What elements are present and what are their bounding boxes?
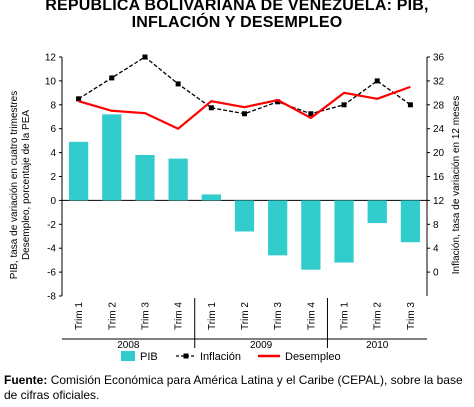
right-tick-label: 36 [433, 53, 445, 64]
point-inflacion [109, 75, 115, 81]
legend-desempleo-label: Desempleo [285, 351, 341, 363]
right-tick-label: 12 [433, 196, 445, 207]
left-tick-label: 0 [50, 196, 56, 207]
point-inflacion [341, 102, 347, 108]
point-inflacion [374, 78, 380, 84]
left-tick-label: 4 [50, 148, 56, 159]
right-tick-label: 16 [433, 172, 445, 183]
bar-pib [334, 200, 354, 263]
point-inflacion [76, 96, 82, 102]
bar-pib [68, 141, 89, 201]
left-tick-label: -6 [47, 268, 56, 279]
category-label: Trim 3 [406, 302, 417, 330]
category-label: Trim 4 [174, 302, 185, 330]
right-tick-label: 8 [433, 220, 439, 231]
chart-title-line2: INFLACIÓN Y DESEMPLEO [131, 14, 343, 31]
source-note: Fuente: Comisión Económica para América … [4, 373, 470, 403]
line-desempleo [78, 85, 411, 130]
left-tick-label: -8 [47, 292, 56, 303]
lines-layer [76, 54, 413, 130]
left-tick-label: -2 [47, 220, 56, 231]
left-tick-label: 2 [50, 172, 56, 183]
left-axis-title-line1: PIB, tasa de variación en cuatro trimest… [9, 91, 20, 279]
point-inflacion [242, 111, 247, 117]
right-tick-label: 24 [433, 124, 445, 135]
left-axis-title-line2: Desempleo, porcentaje de la PEA [21, 110, 32, 260]
bars-layer [68, 114, 421, 270]
bar-pib [102, 114, 122, 201]
legend-pib-swatch [121, 351, 135, 361]
right-tick-label: 4 [433, 244, 439, 255]
left-tick-label: 10 [45, 76, 57, 87]
bar-pib [168, 158, 188, 201]
category-label: Trim 1 [207, 302, 218, 330]
source-text: Comisión Económica para América Latina y… [4, 373, 463, 402]
left-tick-label: 12 [45, 53, 57, 64]
category-label: Trim 2 [107, 302, 118, 330]
axes-layer [59, 56, 430, 348]
category-label: Trim 2 [373, 302, 384, 330]
bar-pib [301, 200, 321, 270]
bar-pib [135, 154, 155, 201]
bar-pib [268, 200, 288, 256]
group-label: 2008 [117, 340, 140, 351]
category-label: Trim 2 [240, 302, 251, 330]
left-tick-label: 8 [50, 100, 56, 111]
category-label: Trim 1 [340, 302, 351, 330]
point-inflacion [175, 81, 181, 87]
right-tick-label: 28 [433, 100, 445, 111]
bar-pib [201, 194, 221, 201]
legend-inflacion-label: Inflación [200, 351, 241, 363]
chart-title-line1: REPÚBLICA BOLIVARIANA DE VENEZUELA: PIB, [45, 0, 429, 14]
right-axis-title: Inflación, tasa de variación en 12 meses [451, 96, 462, 274]
legend-pib-label: PIB [140, 351, 158, 363]
line-inflacion [78, 56, 411, 115]
point-inflacion [275, 99, 281, 105]
point-inflacion [208, 105, 214, 111]
point-inflacion [407, 102, 413, 108]
left-tick-label: -4 [47, 244, 56, 255]
legend-inflacion-marker [183, 353, 189, 359]
category-label: Trim 3 [273, 302, 284, 330]
right-tick-label: 32 [433, 76, 445, 87]
category-label: Trim 4 [306, 302, 317, 330]
group-label: 2010 [366, 340, 389, 351]
point-inflacion [308, 111, 314, 117]
category-label: Trim 3 [140, 302, 151, 330]
bar-pib [234, 200, 255, 232]
group-label: 2009 [250, 340, 273, 351]
left-tick-label: 6 [50, 124, 56, 135]
legend: PIB Inflación Desempleo [121, 351, 341, 363]
point-inflacion [142, 54, 148, 60]
category-label: Trim 1 [74, 302, 85, 330]
right-tick-label: 20 [433, 148, 445, 159]
bar-pib [367, 200, 387, 224]
source-label: Fuente: [4, 373, 48, 387]
right-tick-label: 0 [433, 268, 439, 279]
bar-pib [400, 200, 421, 243]
